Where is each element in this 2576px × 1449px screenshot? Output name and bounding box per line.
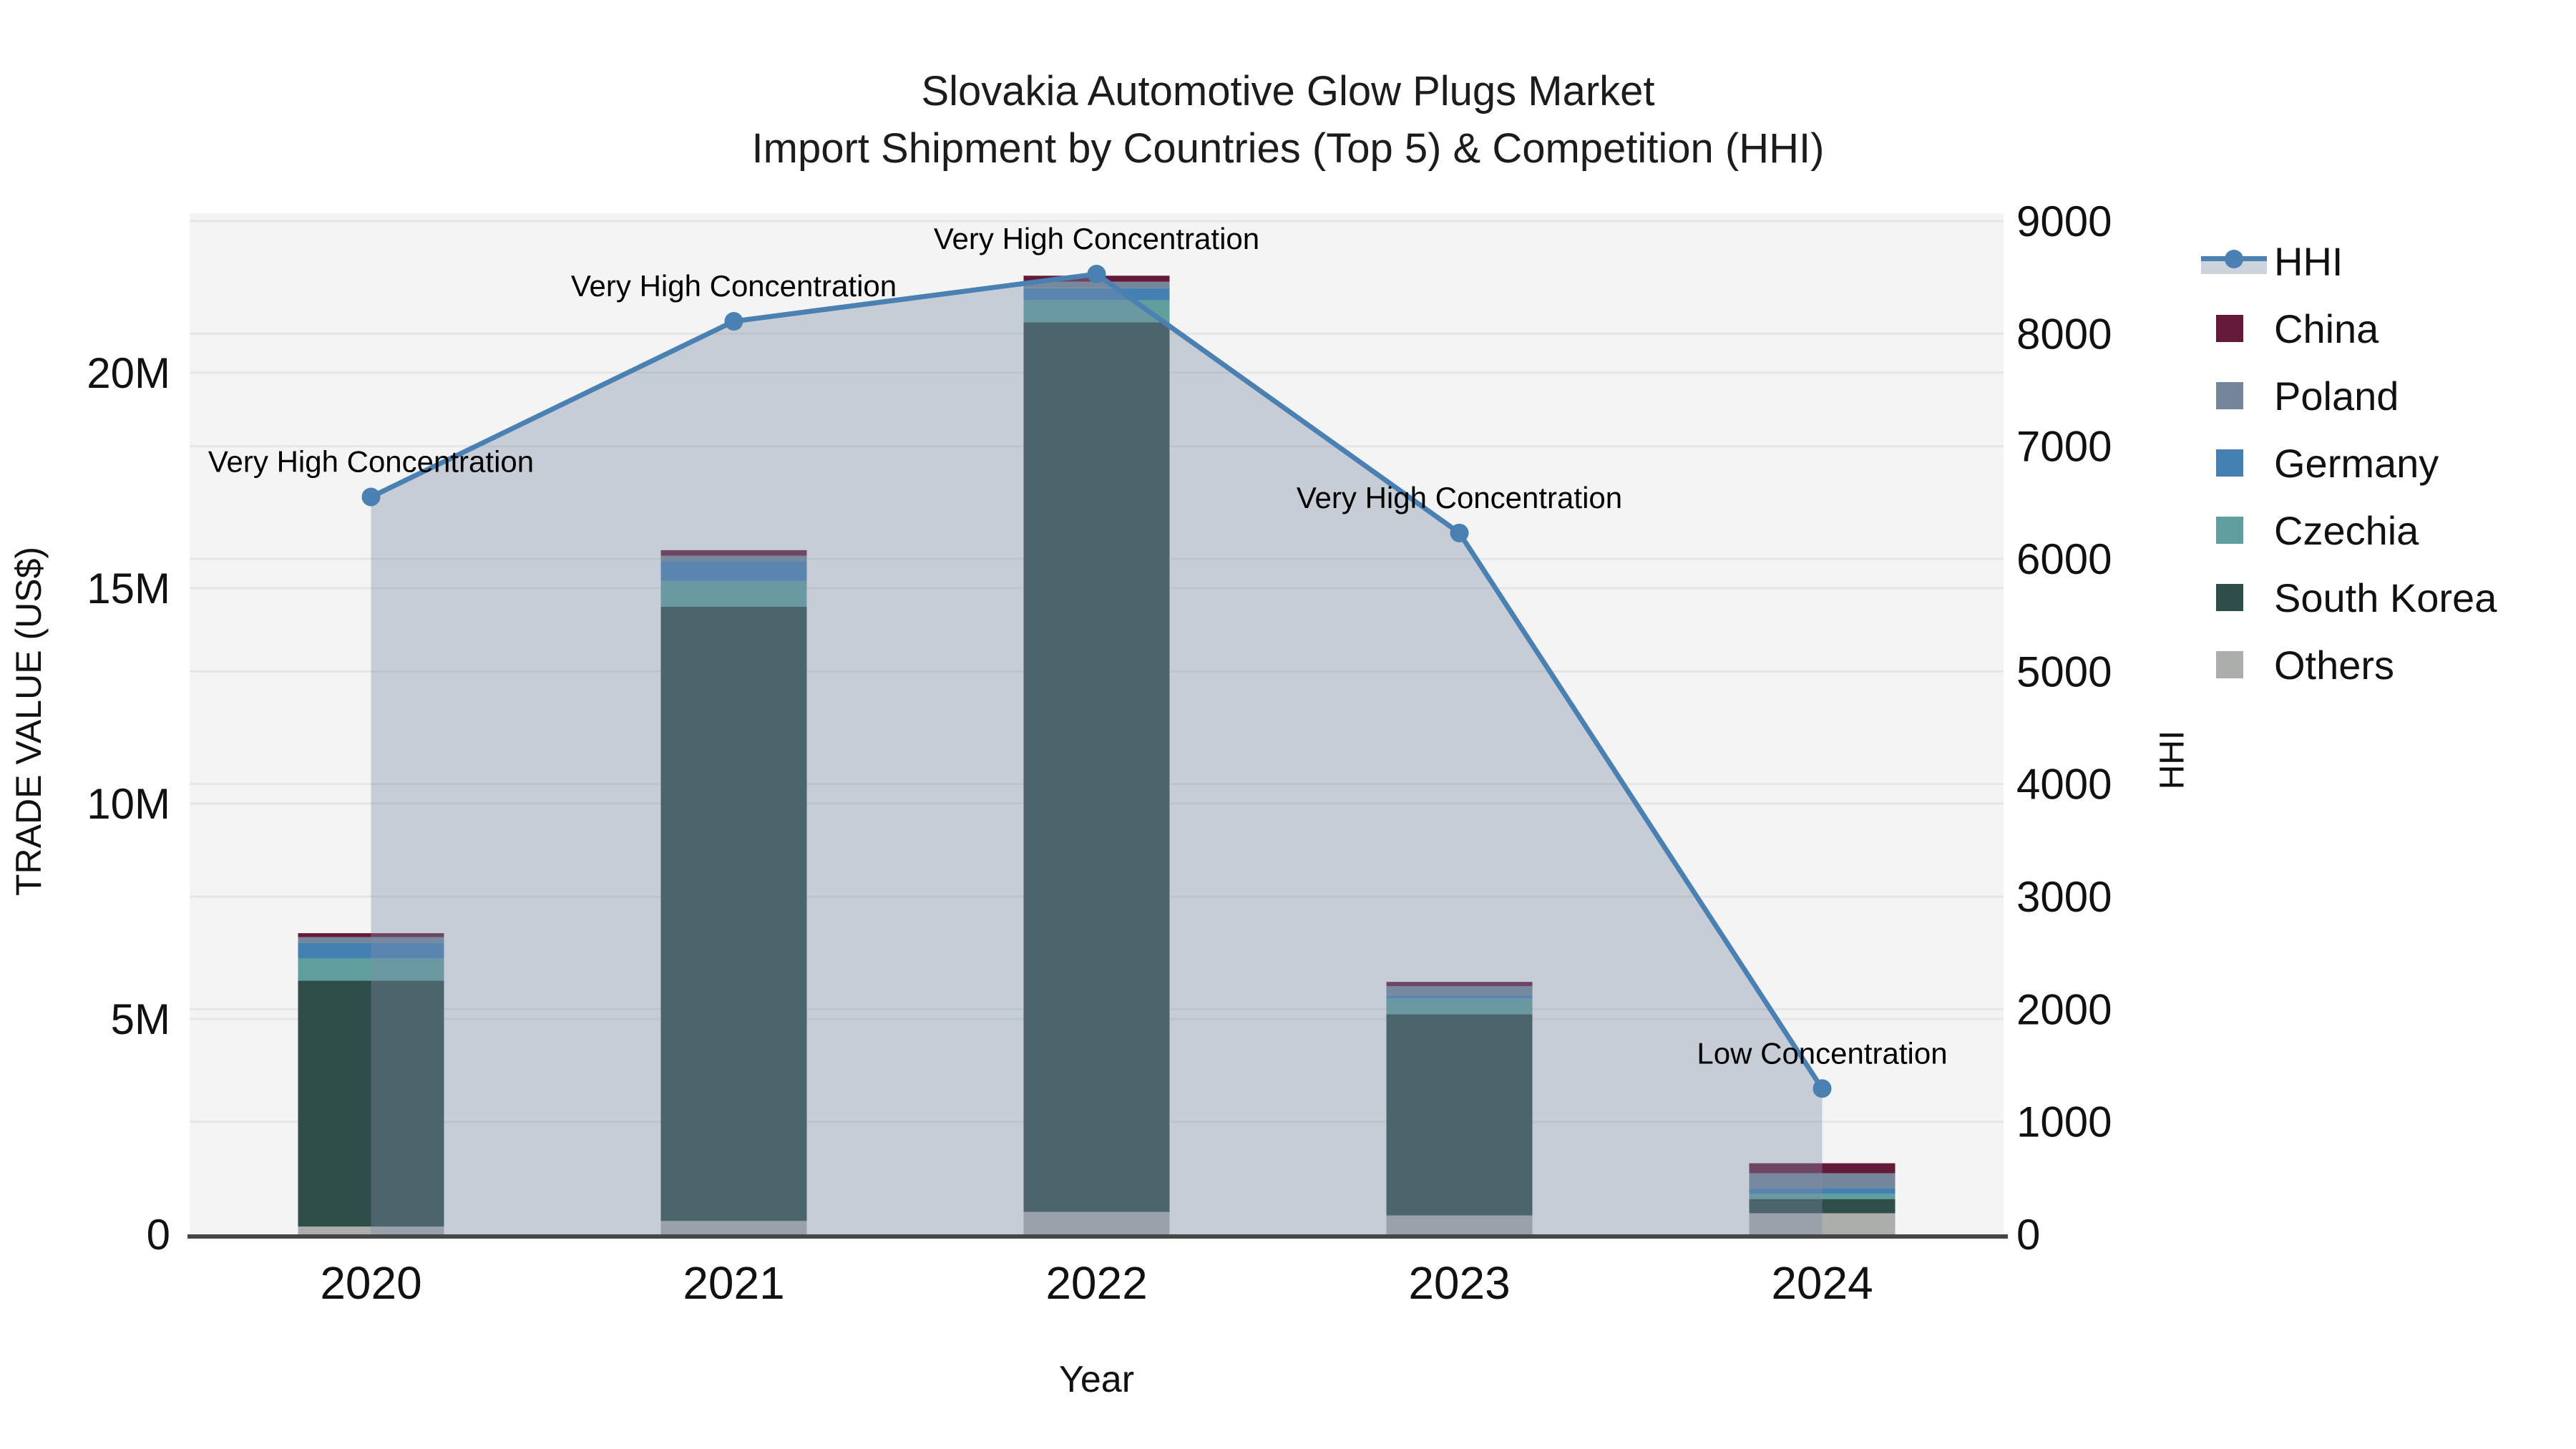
legend-color-box (2216, 517, 2243, 544)
bar-segment-south-korea-2022[interactable] (1023, 322, 1170, 1212)
legend-item-south-korea[interactable]: South Korea (2201, 564, 2497, 631)
bar-segment-south-korea-2024[interactable] (1749, 1199, 1896, 1214)
bar-segment-poland-2023[interactable] (1386, 986, 1533, 995)
legend-color-box (2216, 651, 2243, 678)
xtick-2022: 2022 (1045, 1257, 1147, 1309)
hhi-point-2021[interactable] (724, 312, 743, 331)
ytick-right-6000: 6000 (2016, 535, 2112, 583)
ytick-right-7000: 7000 (2016, 423, 2112, 471)
bar-segment-poland-2022[interactable] (1023, 281, 1170, 288)
bar-segment-germany-2024[interactable] (1749, 1188, 1896, 1194)
legend-label: Poland (2274, 373, 2399, 419)
legend-item-others[interactable]: Others (2201, 631, 2497, 698)
annotation-2022: Very High Concentration (934, 222, 1259, 255)
ytick-right-5000: 5000 (2016, 648, 2112, 696)
ytick-right-4000: 4000 (2016, 761, 2112, 809)
legend-label: HHI (2274, 238, 2343, 284)
xtick-2023: 2023 (1408, 1257, 1510, 1309)
bar-segment-others-2023[interactable] (1386, 1215, 1533, 1234)
ytick-left-20M: 20M (87, 349, 170, 397)
hhi-point-2020[interactable] (361, 487, 381, 507)
bar-segment-south-korea-2020[interactable] (298, 980, 444, 1227)
hhi-point-2022[interactable] (1087, 264, 1106, 283)
bar-segment-germany-2021[interactable] (660, 561, 807, 581)
legend-swatch-square (2201, 584, 2273, 611)
legend-item-china[interactable]: China (2201, 295, 2497, 362)
bar-segment-others-2021[interactable] (660, 1221, 807, 1234)
legend-label: South Korea (2274, 575, 2497, 620)
hhi-area-fill (371, 274, 1823, 1234)
legend-color-box (2216, 584, 2243, 611)
bar-segment-china-2021[interactable] (660, 550, 807, 556)
bar-segment-others-2022[interactable] (1023, 1211, 1170, 1234)
legend-item-czechia[interactable]: Czechia (2201, 497, 2497, 564)
bar-segment-china-2020[interactable] (298, 933, 444, 937)
ytick-right-9000: 9000 (2016, 197, 2112, 245)
hhi-point-2024[interactable] (1813, 1079, 1832, 1098)
legend-item-poland[interactable]: Poland (2201, 362, 2497, 429)
legend-label: Czechia (2274, 507, 2419, 553)
ytick-left-10M: 10M (87, 780, 170, 828)
chart-subtitle: Import Shipment by Countries (Top 5) & C… (751, 125, 1825, 172)
legend-color-box (2216, 382, 2243, 409)
bar-segment-poland-2020[interactable] (298, 937, 444, 943)
legend-label: Others (2274, 642, 2395, 688)
bar-segment-czechia-2023[interactable] (1386, 998, 1533, 1015)
ytick-left-15M: 15M (87, 565, 170, 613)
legend-label: China (2274, 306, 2379, 351)
annotation-2020: Very High Concentration (208, 444, 534, 478)
hhi-point-2023[interactable] (1450, 523, 1469, 542)
legend-swatch-square (2201, 517, 2273, 544)
legend-swatch-square (2201, 449, 2273, 477)
legend-swatch-square (2201, 382, 2273, 409)
ytick-right-3000: 3000 (2016, 873, 2112, 921)
bar-segment-others-2024[interactable] (1749, 1213, 1896, 1234)
bar-segment-south-korea-2021[interactable] (660, 606, 807, 1221)
xtick-2024: 2024 (1771, 1257, 1873, 1309)
legend-item-hhi[interactable]: HHI (2201, 228, 2497, 295)
bar-segment-czechia-2024[interactable] (1749, 1194, 1896, 1199)
legend: HHI China Poland Germany Czechia South Korea O… (2201, 228, 2497, 698)
bar-segment-czechia-2021[interactable] (660, 580, 807, 607)
legend-color-box (2216, 449, 2243, 477)
x-axis-title: Year (1058, 1359, 1135, 1400)
xtick-2021: 2021 (683, 1257, 784, 1309)
legend-color-box (2216, 315, 2243, 342)
legend-item-germany[interactable]: Germany (2201, 429, 2497, 497)
bar-segment-czechia-2020[interactable] (298, 958, 444, 981)
bar-segment-germany-2023[interactable] (1386, 995, 1533, 999)
ytick-left-5M: 5M (111, 995, 170, 1043)
ytick-left-0: 0 (147, 1211, 170, 1259)
annotation-2021: Very High Concentration (571, 269, 897, 303)
xtick-2020: 2020 (320, 1257, 421, 1309)
legend-swatch-square (2201, 651, 2273, 678)
annotation-2023: Very High Concentration (1297, 481, 1622, 514)
ytick-right-0: 0 (2016, 1211, 2040, 1259)
y-axis-title-left: TRADE VALUE (US$) (9, 546, 49, 897)
bar-segment-poland-2024[interactable] (1749, 1173, 1896, 1189)
chart-title: Slovakia Automotive Glow Plugs Market (921, 68, 1655, 114)
bar-segment-others-2020[interactable] (298, 1226, 444, 1234)
y-axis-title-right: HHI (2153, 730, 2192, 790)
legend-label: Germany (2274, 440, 2439, 486)
annotation-2024: Low Concentration (1697, 1036, 1947, 1070)
bar-segment-south-korea-2023[interactable] (1386, 1014, 1533, 1216)
bar-segment-poland-2021[interactable] (660, 555, 807, 562)
bar-segment-germany-2020[interactable] (298, 942, 444, 959)
legend-swatch-line (2201, 248, 2273, 275)
ytick-right-2000: 2000 (2016, 985, 2112, 1033)
bar-segment-china-2024[interactable] (1749, 1163, 1896, 1174)
bar-segment-china-2023[interactable] (1386, 982, 1533, 987)
ytick-right-8000: 8000 (2016, 310, 2112, 358)
ytick-right-1000: 1000 (2016, 1098, 2112, 1146)
hhi-marker-swatch (2225, 250, 2243, 268)
legend-swatch-square (2201, 315, 2273, 342)
